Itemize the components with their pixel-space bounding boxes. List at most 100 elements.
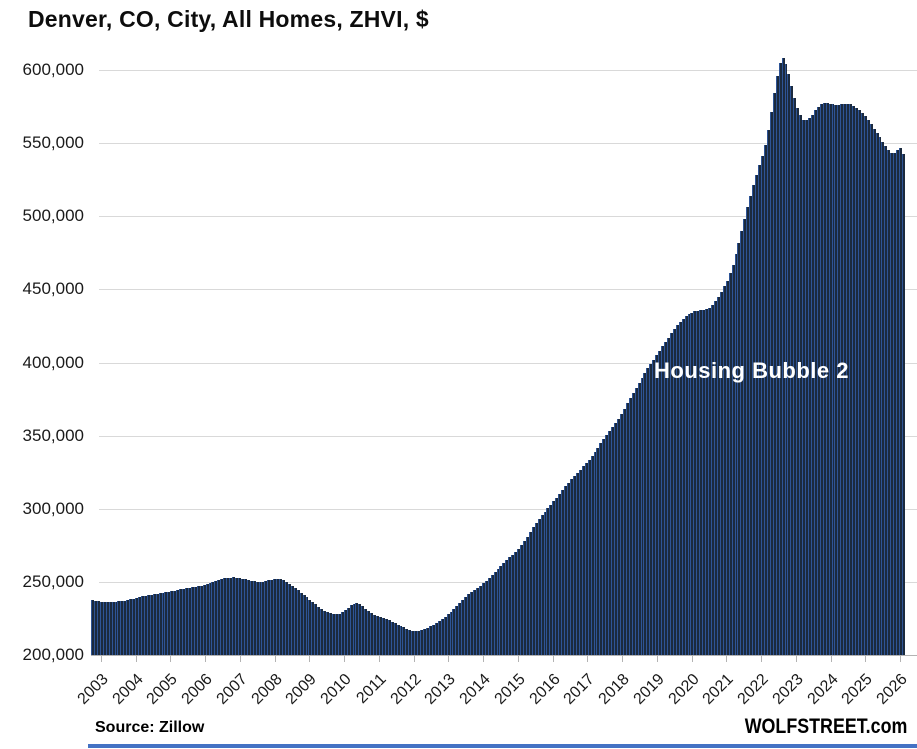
bar bbox=[140, 596, 144, 655]
bar bbox=[837, 105, 841, 655]
bar bbox=[581, 466, 585, 655]
bar bbox=[440, 618, 444, 655]
bar bbox=[584, 463, 588, 655]
bar bbox=[296, 590, 300, 655]
bar bbox=[866, 119, 870, 655]
bar bbox=[772, 93, 776, 655]
bar bbox=[731, 264, 735, 655]
bar bbox=[546, 508, 550, 655]
x-axis-tick bbox=[448, 656, 450, 662]
bar bbox=[187, 587, 191, 655]
bar bbox=[769, 112, 773, 655]
x-axis-tick bbox=[830, 656, 832, 662]
bar bbox=[555, 497, 559, 655]
bar bbox=[590, 455, 594, 655]
bar bbox=[487, 578, 491, 655]
bar bbox=[473, 589, 476, 655]
gridline bbox=[99, 143, 917, 144]
bar bbox=[443, 616, 447, 655]
bar bbox=[778, 62, 782, 655]
bar bbox=[387, 620, 391, 655]
bar bbox=[290, 585, 294, 655]
bar bbox=[658, 350, 662, 655]
bar bbox=[370, 613, 374, 655]
bar bbox=[855, 108, 858, 655]
bar bbox=[549, 504, 553, 655]
bar bbox=[481, 583, 485, 655]
bar bbox=[149, 594, 153, 655]
bar bbox=[828, 103, 832, 655]
bar bbox=[461, 599, 465, 655]
x-axis-tick bbox=[865, 656, 867, 662]
bar bbox=[525, 536, 529, 655]
bar bbox=[475, 587, 479, 655]
bar bbox=[810, 114, 814, 655]
bar bbox=[205, 583, 209, 655]
bar bbox=[420, 630, 424, 655]
bar bbox=[446, 614, 450, 655]
bar bbox=[437, 620, 441, 655]
bar bbox=[631, 393, 635, 655]
x-axis-tick bbox=[517, 656, 519, 662]
bar bbox=[217, 579, 221, 655]
bar bbox=[173, 590, 177, 655]
bar bbox=[749, 195, 753, 655]
bar bbox=[232, 577, 235, 655]
bar bbox=[646, 368, 650, 655]
bar bbox=[840, 104, 844, 655]
bar bbox=[672, 328, 676, 655]
bar bbox=[552, 501, 556, 655]
y-axis-label: 350,000 bbox=[22, 426, 84, 445]
bar bbox=[390, 621, 394, 655]
bar bbox=[170, 591, 174, 655]
bar bbox=[852, 105, 856, 655]
bar bbox=[255, 581, 259, 655]
bar bbox=[428, 626, 432, 655]
x-axis-tick bbox=[691, 656, 693, 662]
x-axis-tick bbox=[170, 656, 172, 662]
bar bbox=[135, 597, 139, 655]
bar bbox=[872, 128, 876, 655]
bar bbox=[543, 511, 547, 655]
bar bbox=[326, 612, 330, 655]
bar bbox=[293, 587, 297, 655]
bar bbox=[558, 493, 562, 655]
bar bbox=[426, 627, 429, 655]
bar bbox=[455, 605, 459, 655]
bar bbox=[417, 630, 421, 655]
bar bbox=[346, 607, 350, 655]
bar bbox=[399, 626, 403, 655]
bar bbox=[537, 518, 541, 655]
bar bbox=[376, 615, 379, 655]
bar bbox=[766, 129, 770, 655]
bar bbox=[599, 443, 603, 655]
bar bbox=[634, 388, 638, 655]
bar bbox=[261, 581, 265, 655]
bar bbox=[91, 600, 94, 655]
bar bbox=[396, 624, 400, 655]
bar bbox=[349, 605, 353, 655]
bar bbox=[337, 613, 341, 655]
bar bbox=[214, 580, 218, 655]
bar bbox=[393, 623, 397, 655]
x-axis-tick bbox=[483, 656, 485, 662]
bar bbox=[813, 110, 817, 655]
y-axis-label: 200,000 bbox=[22, 645, 84, 664]
bar bbox=[152, 594, 156, 655]
bar bbox=[102, 602, 106, 655]
bar bbox=[517, 548, 521, 655]
y-axis-label: 250,000 bbox=[22, 572, 84, 591]
bar bbox=[143, 595, 147, 655]
bar bbox=[899, 148, 903, 655]
bar bbox=[196, 586, 200, 655]
bar bbox=[123, 600, 127, 655]
bar bbox=[246, 580, 250, 655]
bar bbox=[317, 606, 321, 655]
bar bbox=[822, 102, 826, 655]
bar bbox=[666, 337, 670, 655]
x-axis-tick bbox=[656, 656, 658, 662]
bar bbox=[637, 382, 641, 655]
bar bbox=[896, 150, 900, 655]
bar bbox=[331, 614, 335, 655]
bar bbox=[843, 103, 847, 655]
